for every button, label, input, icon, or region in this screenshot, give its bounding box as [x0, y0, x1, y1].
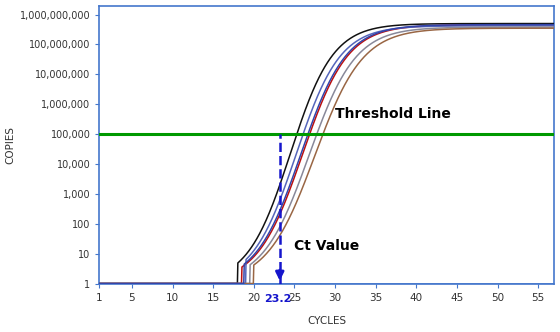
Text: Ct Value: Ct Value — [295, 239, 360, 253]
X-axis label: CYCLES: CYCLES — [307, 316, 347, 326]
Text: 23.2: 23.2 — [264, 294, 291, 304]
Text: Threshold Line: Threshold Line — [335, 107, 451, 121]
Y-axis label: COPIES: COPIES — [6, 125, 16, 164]
